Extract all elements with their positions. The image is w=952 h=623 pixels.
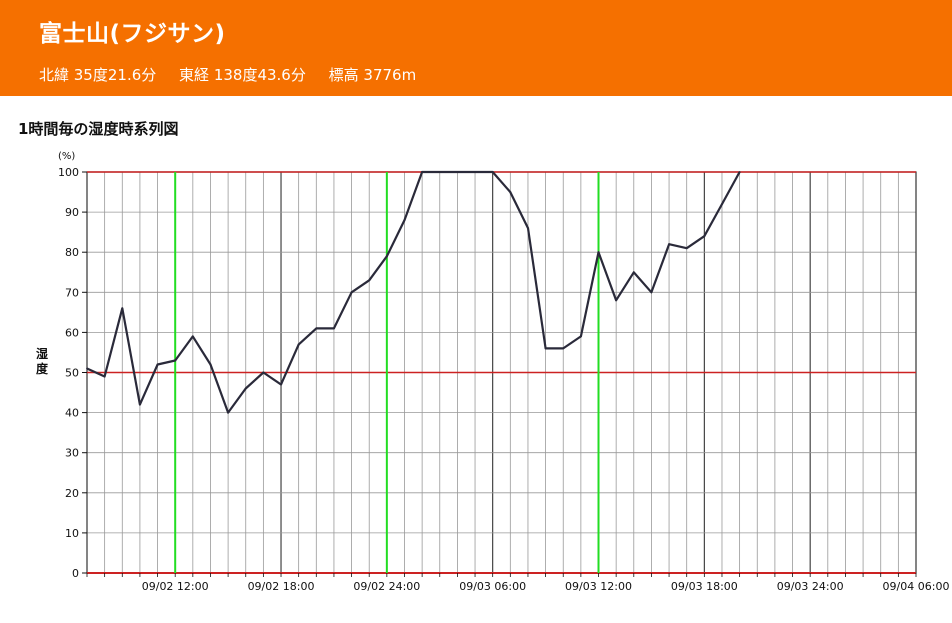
y-tick-label: 50 bbox=[65, 367, 79, 380]
humidity-data-point bbox=[280, 383, 282, 386]
y-tick-label: 0 bbox=[72, 567, 79, 580]
y-tick-label: 60 bbox=[65, 326, 79, 339]
humidity-data-point bbox=[579, 335, 582, 338]
humidity-data-point bbox=[456, 171, 459, 173]
x-tick-label: 09/03 18:00 bbox=[671, 580, 738, 593]
humidity-data-point bbox=[703, 235, 706, 238]
humidity-data-point bbox=[262, 371, 265, 374]
humidity-data-point bbox=[297, 343, 300, 346]
humidity-data-point bbox=[209, 363, 212, 366]
humidity-data-point bbox=[615, 299, 618, 302]
humidity-data-point bbox=[509, 191, 512, 193]
humidity-data-point bbox=[632, 271, 635, 274]
humidity-data-point bbox=[244, 387, 247, 390]
x-tick-label: 09/02 18:00 bbox=[248, 580, 315, 593]
x-tick-label: 09/02 12:00 bbox=[142, 580, 209, 593]
humidity-data-point bbox=[403, 219, 406, 222]
x-tick-label: 09/03 12:00 bbox=[565, 580, 632, 593]
chart-title: 1時間毎の湿度時系列図 bbox=[18, 120, 179, 138]
y-tick-label: 10 bbox=[65, 527, 79, 540]
mountain-name: 富士山(フジサン) bbox=[39, 21, 226, 47]
humidity-data-point bbox=[544, 347, 547, 350]
y-tick-label: 90 bbox=[65, 206, 79, 219]
humidity-data-point bbox=[685, 247, 688, 250]
humidity-data-point bbox=[438, 171, 441, 173]
location-info: 北緯 35度21.6分 東経 138度43.6分 標高 3776m bbox=[39, 64, 434, 85]
humidity-data-point bbox=[527, 227, 529, 230]
y-tick-label: 20 bbox=[65, 487, 79, 500]
humidity-data-point bbox=[597, 251, 600, 254]
humidity-data-point bbox=[650, 291, 653, 294]
y-tick-label: 100 bbox=[58, 166, 79, 179]
humidity-data-point bbox=[86, 367, 88, 370]
latitude-text: 北緯 35度21.6分 bbox=[39, 66, 157, 84]
humidity-data-point bbox=[227, 411, 230, 414]
humidity-data-point bbox=[385, 255, 388, 258]
elevation-text: 標高 3776m bbox=[328, 66, 417, 84]
x-tick-label: 09/03 06:00 bbox=[459, 580, 526, 593]
humidity-data-point bbox=[368, 279, 371, 282]
humidity-data-point bbox=[738, 171, 741, 173]
y-unit-label: (%) bbox=[58, 151, 76, 162]
x-tick-label: 09/03 24:00 bbox=[777, 580, 844, 593]
humidity-data-point bbox=[191, 335, 194, 338]
x-tick-label: 09/02 24:00 bbox=[353, 580, 420, 593]
humidity-data-point bbox=[562, 347, 565, 350]
y-tick-label: 40 bbox=[65, 407, 79, 420]
humidity-data-point bbox=[121, 307, 124, 310]
humidity-data-point bbox=[156, 363, 159, 366]
humidity-data-point bbox=[315, 327, 318, 330]
humidity-data-point bbox=[139, 403, 141, 406]
humidity-series-line bbox=[86, 170, 741, 414]
location-header: 富士山(フジサン) 北緯 35度21.6分 東経 138度43.6分 標高 37… bbox=[0, 0, 952, 96]
humidity-data-point bbox=[421, 171, 424, 173]
y-tick-label: 80 bbox=[65, 246, 79, 259]
humidity-data-point bbox=[103, 375, 106, 378]
humidity-data-point bbox=[350, 291, 353, 294]
humidity-data-point bbox=[174, 359, 177, 362]
longitude-text: 東経 138度43.6分 bbox=[179, 66, 306, 84]
humidity-data-point bbox=[721, 203, 723, 205]
y-axis-label: 湿度 bbox=[36, 347, 49, 376]
y-tick-label: 30 bbox=[65, 447, 79, 460]
y-tick-label: 70 bbox=[65, 286, 79, 299]
humidity-data-point bbox=[333, 327, 335, 330]
humidity-data-point bbox=[474, 171, 476, 173]
humidity-data-point bbox=[668, 243, 670, 246]
x-tick-label: 09/04 06:00 bbox=[883, 580, 950, 593]
humidity-data-point bbox=[491, 171, 494, 173]
